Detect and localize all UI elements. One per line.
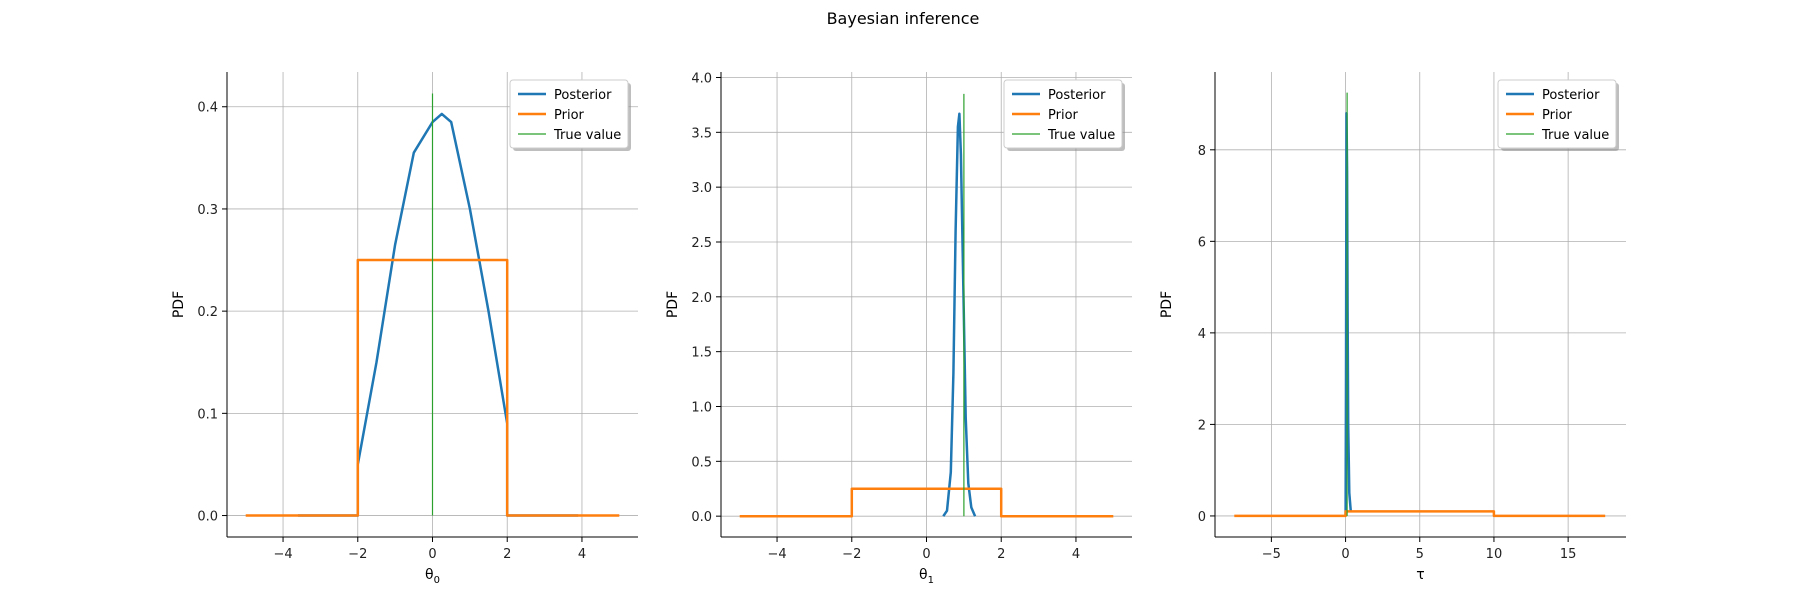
legend-entry: Posterior <box>1542 88 1600 103</box>
subplot-1: −4 −2 0 2 4 0.0 0.1 0.2 0.3 0.4 θ0 PDF Posterior Prio… <box>171 72 638 586</box>
y-tick-label: 0.4 <box>197 101 218 116</box>
legend-entry: Prior <box>554 108 585 123</box>
legend-entry: Posterior <box>554 88 612 103</box>
y-tick-label: 0.1 <box>197 407 218 422</box>
grid <box>721 72 1132 537</box>
legend-entry: Posterior <box>1048 88 1106 103</box>
series-line-prior <box>1234 510 1606 518</box>
subplots: −4 −2 0 2 4 0.0 0.1 0.2 0.3 0.4 θ0 PDF Posterior Prio… <box>171 71 1626 586</box>
subplot-3: −5 0 5 10 15 0 2 4 6 8 τ PDF Posterior Prior True valu… <box>1159 72 1626 583</box>
x-tick-label: −2 <box>842 547 861 562</box>
y-tick-label: 1.5 <box>691 346 712 361</box>
y-axis-label: PDF <box>665 291 681 318</box>
x-tick-label: −4 <box>767 547 786 562</box>
y-axis-label: PDF <box>171 291 187 318</box>
y-tick-label: 0 <box>1198 510 1206 525</box>
y-tick-label: 4 <box>1198 327 1206 342</box>
x-tick-label: 4 <box>578 547 586 562</box>
y-tick-label: 4.0 <box>691 71 712 86</box>
x-tick-label: 5 <box>1416 547 1424 562</box>
grid <box>1215 72 1626 537</box>
y-tick-label: 0.5 <box>691 455 712 470</box>
x-axis-label-subscript: 1 <box>928 575 934 586</box>
x-tick-label: 2 <box>503 547 511 562</box>
y-tick-label: 0.0 <box>197 510 218 525</box>
legend: Posterior Prior True value <box>1003 79 1125 151</box>
x-axis-label-subscript: 0 <box>434 575 440 586</box>
legend-entry: True value <box>1047 128 1115 143</box>
y-tick-label: 0.3 <box>197 203 218 218</box>
legend-entry: True value <box>553 128 621 143</box>
legend-entry: Prior <box>1048 108 1079 123</box>
y-tick-label: 2.0 <box>691 291 712 306</box>
legend-entry: Prior <box>1542 108 1573 123</box>
series <box>739 93 1114 518</box>
series <box>1234 92 1606 518</box>
x-axis-label: θ0 <box>425 567 440 586</box>
x-tick-label: 0 <box>1341 547 1349 562</box>
subplot-2: −4 −2 0 2 4 0.0 0.5 1.0 1.5 2.0 2.5 3.0 3.5 4.0 θ1 PDF P… <box>665 71 1132 586</box>
y-tick-label: 6 <box>1198 235 1206 250</box>
x-tick-label: 2 <box>997 547 1005 562</box>
series-line-posterior <box>942 112 977 517</box>
x-tick-label: −4 <box>273 547 292 562</box>
figure-title: Bayesian inference <box>827 9 980 28</box>
x-tick-label: −5 <box>1262 547 1281 562</box>
x-axis-label: θ1 <box>919 567 934 586</box>
y-tick-label: 0.2 <box>197 305 218 320</box>
x-tick-label: 4 <box>1072 547 1080 562</box>
legend-frame <box>509 79 629 149</box>
x-tick-label: −2 <box>348 547 367 562</box>
legend-frame <box>1497 79 1617 149</box>
legend-frame <box>1003 79 1123 149</box>
series-line-posterior <box>298 112 579 517</box>
x-tick-label: 0 <box>922 547 930 562</box>
y-tick-label: 2.5 <box>691 236 712 251</box>
x-tick-label: 15 <box>1560 547 1577 562</box>
x-tick-label: 10 <box>1486 547 1503 562</box>
legend: Posterior Prior True value <box>1497 79 1619 151</box>
y-tick-label: 1.0 <box>691 400 712 415</box>
series <box>245 93 620 517</box>
y-tick-label: 3.0 <box>691 181 712 196</box>
y-tick-label: 0.0 <box>691 510 712 525</box>
series-line-prior <box>739 487 1114 518</box>
legend-entry: True value <box>1541 128 1609 143</box>
y-tick-label: 2 <box>1198 418 1206 433</box>
series-line-posterior <box>1344 111 1353 516</box>
y-tick-label: 3.5 <box>691 126 712 141</box>
y-axis-label: PDF <box>1159 291 1175 318</box>
x-axis-label: τ <box>1416 567 1424 583</box>
x-tick-label: 0 <box>428 547 436 562</box>
y-tick-label: 8 <box>1198 144 1206 159</box>
legend: Posterior Prior True value <box>509 79 631 151</box>
